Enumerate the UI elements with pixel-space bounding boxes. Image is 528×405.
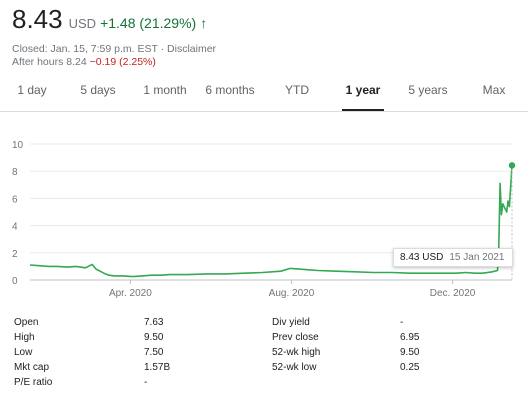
tab-label: 6 months	[205, 83, 255, 97]
tab-5-years[interactable]: 5 years	[402, 72, 454, 112]
stat-value: 7.50	[144, 347, 164, 358]
tab-underline	[342, 109, 384, 112]
tab-label: 1 month	[143, 83, 187, 97]
stat-value: 1.57B	[144, 362, 171, 373]
stat-52wk-low: 52-wk low 0.25	[272, 362, 432, 376]
tab-max[interactable]: Max	[478, 72, 510, 112]
tooltip-price: 8.43 USD	[400, 252, 444, 263]
last-price-point	[508, 162, 516, 169]
y-tick-label: 10	[12, 140, 24, 151]
arrow-up-icon: ↑	[200, 15, 208, 31]
tab-label: Max	[482, 83, 506, 97]
after-hours-change: −0.19 (2.25%)	[89, 56, 156, 68]
y-tick-label: 8	[12, 167, 18, 178]
tooltip-date: 15 Jan 2021	[449, 252, 505, 263]
price-chart[interactable]: 0 2 4 6 8 10 Apr. 2020 Aug. 2020 Dec. 2020	[0, 120, 528, 305]
quote-header: 8.43 USD +1.48 (21.29%) ↑	[12, 4, 207, 35]
tab-1-day[interactable]: 1 day	[6, 72, 58, 112]
x-tick-label: Dec. 2020	[430, 288, 476, 299]
tab-label: 1 day	[17, 83, 47, 97]
stat-label: Open	[14, 317, 39, 328]
tab-6-months[interactable]: 6 months	[200, 72, 260, 112]
tab-label: YTD	[285, 83, 309, 97]
stat-low: Low 7.50	[14, 347, 174, 361]
stat-value: -	[400, 317, 404, 328]
tab-5-days[interactable]: 5 days	[68, 72, 128, 112]
stat-value: 7.63	[144, 317, 164, 328]
stat-high: High 9.50	[14, 332, 174, 346]
stat-value: 6.95	[400, 332, 420, 343]
stat-value: 9.50	[144, 332, 164, 343]
y-tick-label: 0	[12, 276, 18, 287]
tab-ytd[interactable]: YTD	[280, 72, 314, 112]
range-tabs: 1 day 5 days 1 month 6 months YTD 1 year…	[0, 72, 528, 112]
stat-label: Mkt cap	[14, 362, 50, 373]
stat-value: 9.50	[400, 347, 420, 358]
currency-label: USD	[68, 16, 97, 31]
stat-label: 52-wk high	[272, 347, 321, 358]
after-hours-info: After hours 8.24 −0.19 (2.25%)	[12, 56, 156, 68]
tab-label: 5 years	[408, 83, 448, 97]
stat-value: 0.25	[400, 362, 420, 373]
stat-label: Low	[14, 347, 33, 358]
current-price: 8.43	[12, 4, 63, 34]
y-tick-label: 4	[12, 222, 18, 233]
y-tick-label: 2	[12, 249, 18, 260]
tab-label: 1 year	[345, 83, 381, 97]
stat-52wk-high: 52-wk high 9.50	[272, 347, 432, 361]
tab-1-month[interactable]: 1 month	[136, 72, 194, 112]
tab-1-year[interactable]: 1 year	[342, 72, 384, 112]
stat-open: Open 7.63	[14, 317, 174, 331]
closed-info: Closed: Jan. 15, 7:59 p.m. EST · Disclai…	[12, 43, 217, 55]
stat-label: High	[14, 332, 35, 343]
x-tick-label: Aug. 2020	[269, 288, 315, 299]
stat-pe-ratio: P/E ratio -	[14, 377, 174, 391]
stat-label: P/E ratio	[14, 377, 53, 388]
stat-label: Prev close	[272, 332, 319, 343]
stat-mkt-cap: Mkt cap 1.57B	[14, 362, 174, 376]
chart-tooltip: 8.43 USD 15 Jan 2021	[393, 248, 513, 267]
x-tick-label: Apr. 2020	[109, 288, 152, 299]
stat-value: -	[144, 377, 148, 388]
stat-label: Div yield	[272, 317, 310, 328]
tab-label: 5 days	[80, 83, 116, 97]
stat-prev-close: Prev close 6.95	[272, 332, 432, 346]
stat-label: 52-wk low	[272, 362, 317, 373]
price-change: +1.48 (21.29%)	[100, 15, 197, 31]
y-tick-label: 6	[12, 194, 18, 205]
tab-divider	[0, 111, 528, 112]
after-hours-label: After hours 8.24	[12, 56, 87, 68]
stat-div-yield: Div yield -	[272, 317, 432, 331]
